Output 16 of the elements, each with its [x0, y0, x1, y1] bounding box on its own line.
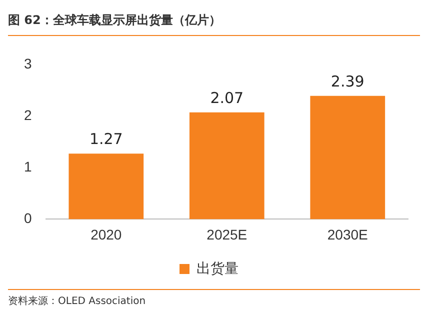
- chart-title: 图 62：全球车载显示屏出货量（亿片）: [8, 12, 221, 29]
- data-label: 2.07: [210, 88, 244, 107]
- x-tick-label: 2020: [90, 226, 122, 242]
- y-tick-label: 1: [24, 158, 32, 174]
- x-tick-label: 2025E: [206, 226, 248, 242]
- legend-label: 出货量: [196, 260, 238, 276]
- x-tick-label: 2030E: [327, 226, 368, 242]
- y-tick-label: 2: [24, 106, 32, 123]
- data-label: 1.27: [89, 130, 123, 148]
- y-tick-label: 3: [24, 55, 32, 72]
- data-label: 2.39: [330, 72, 364, 90]
- bar: [68, 154, 144, 220]
- bar: [310, 96, 386, 220]
- text: 资料来源：OLED Association: [8, 294, 146, 308]
- y-tick-label: 0: [24, 210, 32, 226]
- bar: [189, 112, 264, 220]
